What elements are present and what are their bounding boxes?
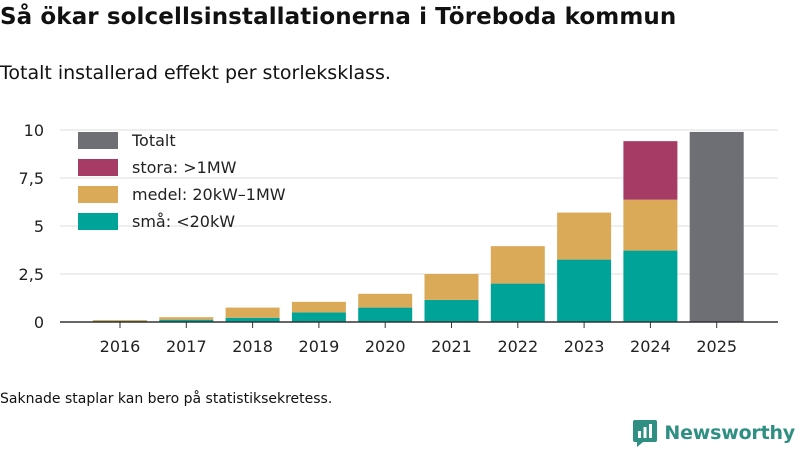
x-tick-label: 2025	[696, 337, 737, 356]
x-tick-label: 2018	[232, 337, 273, 356]
legend-swatch	[78, 186, 118, 203]
bar-segment	[623, 250, 678, 322]
bar-segment	[358, 307, 413, 322]
x-tick-label: 2022	[497, 337, 538, 356]
legend-label: Totalt	[131, 131, 176, 150]
legend-label: stora: >1MW	[132, 158, 237, 177]
legend-label: små: <20kW	[132, 212, 235, 231]
brand-name: Newsworthy	[664, 422, 795, 444]
chart-subtitle: Totalt installerad effekt per storlekskl…	[0, 62, 391, 84]
bar-segment	[358, 293, 413, 308]
bar-segment	[623, 141, 678, 200]
x-tick-label: 2023	[564, 337, 605, 356]
x-tick-label: 2021	[431, 337, 472, 356]
y-tick-label: 10	[24, 121, 44, 140]
bar-segment	[424, 274, 479, 300]
x-tick-label: 2016	[100, 337, 141, 356]
bar-segment	[623, 199, 678, 251]
bar-segment	[557, 212, 612, 260]
bar-segment	[689, 131, 744, 322]
bar-segment	[424, 299, 479, 322]
legend-swatch	[78, 159, 118, 176]
chart-title: Så ökar solcellsinstallationerna i Töreb…	[0, 4, 677, 30]
x-tick-label: 2019	[299, 337, 340, 356]
bar-segment	[159, 319, 214, 322]
x-tick-label: 2017	[166, 337, 207, 356]
bar-segment	[291, 312, 346, 322]
bar-segment	[291, 301, 346, 313]
bar-segment	[225, 317, 280, 322]
footnote: Saknade staplar kan bero på statistiksek…	[0, 391, 333, 407]
y-tick-label: 5	[34, 217, 44, 236]
newsworthy-logo[interactable]: Newsworthy	[632, 418, 795, 448]
x-tick-label: 2024	[630, 337, 671, 356]
legend-swatch	[78, 213, 118, 230]
bar-segment	[93, 320, 147, 322]
legend-label: medel: 20kW–1MW	[132, 185, 286, 204]
x-tick-label: 2020	[365, 337, 406, 356]
y-tick-label: 0	[34, 313, 44, 332]
newsworthy-logo-icon	[633, 420, 658, 447]
bar-segment	[225, 307, 280, 318]
bar-segment	[490, 283, 545, 322]
bar-segment	[490, 246, 545, 284]
y-tick-label: 2,5	[19, 265, 44, 284]
bar-segment	[557, 259, 612, 322]
y-tick-label: 7,5	[19, 169, 44, 188]
bar-segment	[159, 317, 214, 320]
legend-swatch	[78, 132, 118, 149]
